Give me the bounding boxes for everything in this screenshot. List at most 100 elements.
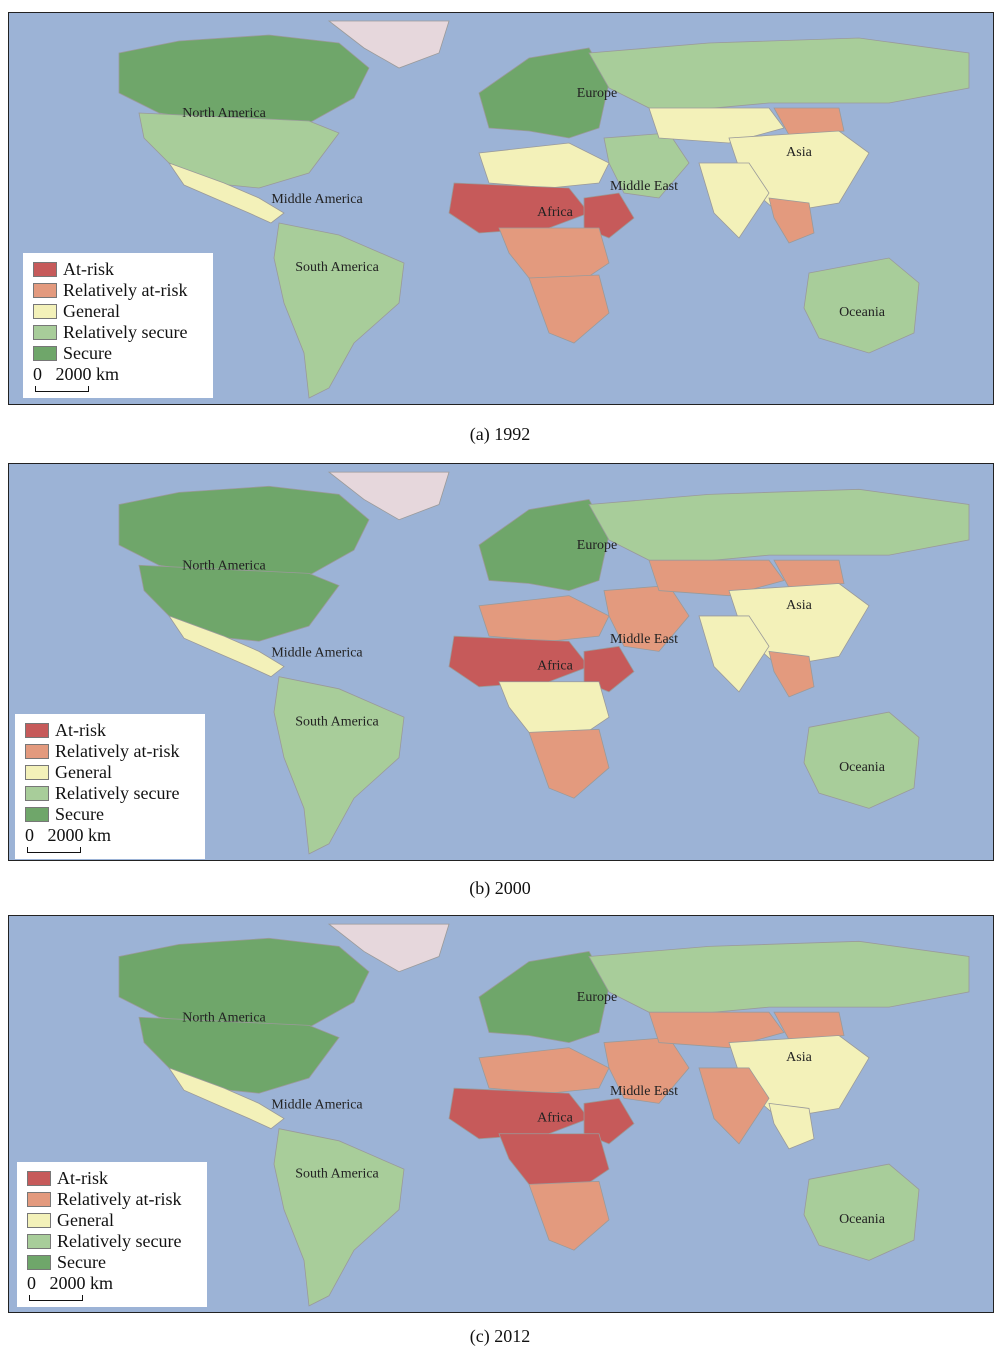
legend-item: Relatively at-risk (33, 280, 205, 301)
scale-bar: 0 2000 km (25, 825, 197, 855)
legend-item: At-risk (25, 720, 197, 741)
label-south-america: South America (295, 713, 379, 729)
legend-swatch (27, 1192, 51, 1207)
region-southeast-asia (768, 197, 815, 244)
legend-item: At-risk (27, 1168, 199, 1189)
scale-line (27, 847, 81, 853)
region-russia (588, 940, 970, 1018)
legend-swatch (33, 283, 57, 298)
legend-swatch (25, 786, 49, 801)
scale-label: 0 2000 km (27, 1273, 114, 1293)
legend-item: General (27, 1210, 199, 1231)
region-middle-america (167, 1067, 285, 1130)
region-canada (118, 34, 370, 126)
label-middle-east: Middle East (610, 179, 678, 194)
region-ice (327, 471, 450, 521)
legend-label: General (57, 1210, 114, 1230)
region-southeast-asia (768, 650, 815, 698)
legend-item: Secure (25, 804, 197, 825)
region-north-america (138, 1016, 340, 1094)
legend-label: At-risk (57, 1168, 108, 1188)
region-india (698, 1067, 770, 1145)
region-mongolia (773, 107, 845, 136)
region-mongolia (773, 1011, 845, 1040)
legend-swatch (27, 1213, 51, 1228)
region-south-america (273, 1128, 405, 1307)
label-south-america: South America (295, 1165, 379, 1181)
label-middle-america: Middle America (271, 644, 363, 660)
scale-bar: 0 2000 km (27, 1273, 199, 1303)
legend: At-risk Relatively at-risk General Relative… (23, 253, 213, 398)
region-north-africa (478, 595, 610, 642)
world-map: North America Middle America South America… (9, 916, 993, 1312)
region-east-africa (583, 645, 635, 693)
legend-swatch (25, 744, 49, 759)
scale-label: 0 2000 km (33, 364, 120, 384)
region-north-america (138, 112, 340, 189)
legend-swatch (25, 807, 49, 822)
legend-label: Relatively at-risk (63, 280, 188, 300)
legend-label: Secure (63, 343, 112, 363)
legend-swatch (27, 1255, 51, 1270)
caption-2000: (b) 2000 (469, 878, 531, 898)
region-south-america (273, 222, 405, 399)
region-canada (118, 937, 370, 1030)
legend-swatch (25, 723, 49, 738)
label-europe: Europe (577, 989, 617, 1005)
label-europe: Europe (577, 537, 617, 553)
region-southern-africa (528, 728, 610, 799)
label-middle-east: Middle East (610, 1083, 678, 1099)
legend-label: Secure (55, 804, 104, 824)
legend-swatch (27, 1171, 51, 1186)
region-southeast-asia (768, 1102, 815, 1150)
legend-item: Secure (27, 1252, 199, 1273)
legend-item: General (25, 762, 197, 783)
map-panel-2012: North America Middle America South America… (8, 915, 994, 1313)
region-south-america (273, 676, 405, 855)
region-middle-america (167, 162, 285, 224)
region-canada (118, 485, 370, 578)
label-asia: Asia (786, 597, 812, 613)
scale-bar: 0 2000 km (33, 364, 205, 394)
legend-item: Relatively at-risk (27, 1189, 199, 1210)
legend: At-risk Relatively at-risk General Relative… (15, 714, 205, 859)
region-india (698, 615, 770, 693)
label-africa: Africa (537, 205, 574, 220)
label-middle-america: Middle America (271, 1096, 363, 1112)
legend-item: Relatively secure (33, 322, 205, 343)
label-south-america: South America (295, 260, 379, 275)
map-panel-1992: North America Middle America South America… (8, 12, 994, 405)
legend-label: Relatively secure (55, 783, 180, 803)
region-russia (588, 37, 970, 114)
region-russia (588, 488, 970, 566)
legend-label: At-risk (63, 259, 114, 279)
label-oceania: Oceania (839, 305, 886, 320)
region-north-africa (478, 1047, 610, 1094)
region-east-africa (583, 1097, 635, 1145)
region-europe (478, 950, 610, 1044)
label-middle-east: Middle East (610, 631, 678, 647)
region-australia (803, 711, 920, 809)
legend-swatch (27, 1234, 51, 1249)
label-africa: Africa (537, 1110, 573, 1126)
region-east-africa (583, 192, 635, 239)
scale-label: 0 2000 km (25, 825, 112, 845)
legend-swatch (33, 304, 57, 319)
region-mongolia (773, 559, 845, 588)
legend-label: General (63, 301, 120, 321)
region-australia (803, 257, 920, 354)
legend-item: Relatively secure (25, 783, 197, 804)
label-oceania: Oceania (839, 759, 886, 775)
caption-2012: (c) 2012 (469, 1326, 531, 1346)
legend: At-risk Relatively at-risk General Relative… (17, 1162, 207, 1307)
label-middle-america: Middle America (271, 192, 363, 207)
legend-label: Relatively at-risk (57, 1189, 182, 1209)
region-central-asia (648, 107, 785, 144)
legend-label: Secure (57, 1252, 106, 1272)
legend-label: Relatively at-risk (55, 741, 180, 761)
region-north-america (138, 564, 340, 642)
legend-item: Relatively at-risk (25, 741, 197, 762)
region-central-asia (648, 559, 785, 597)
world-map: North America Middle America South America… (9, 464, 993, 860)
legend-label: At-risk (55, 720, 106, 740)
